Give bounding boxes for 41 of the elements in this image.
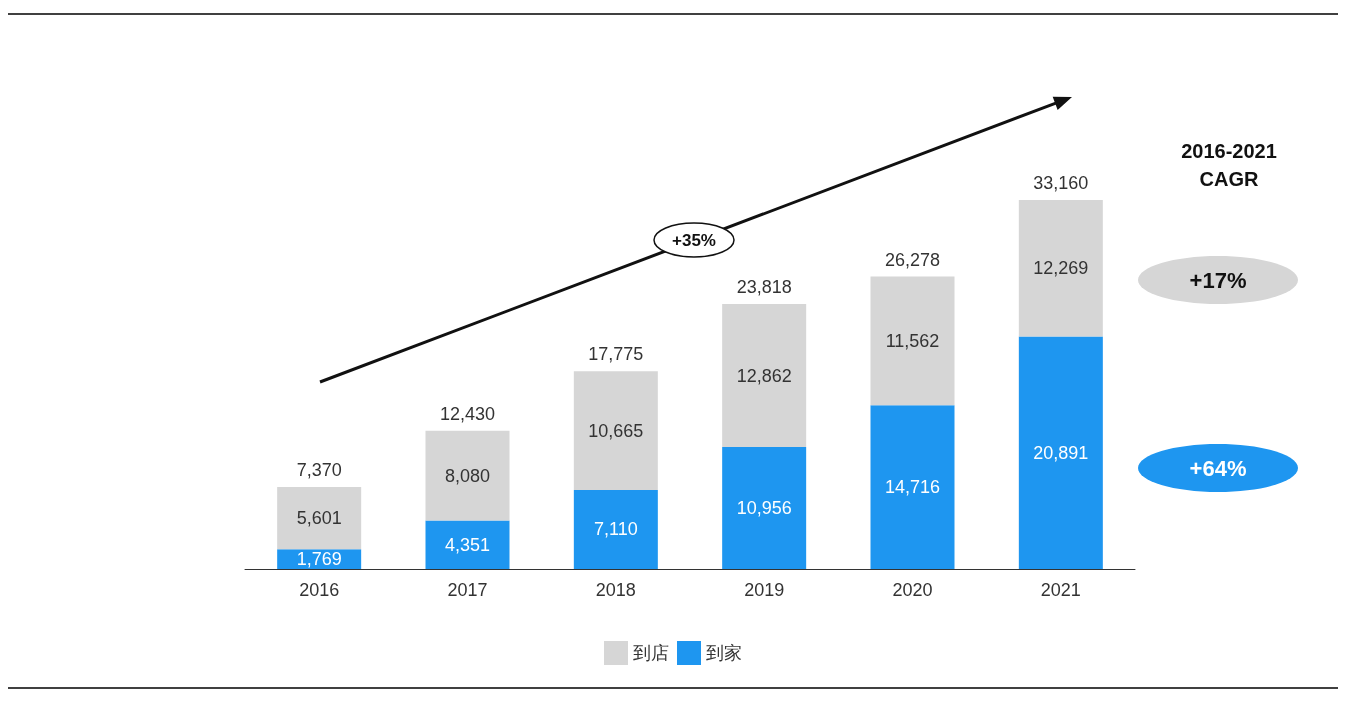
data-label: 10,665 <box>588 420 644 441</box>
bar <box>277 486 362 550</box>
total-label: 23,818 <box>736 276 792 297</box>
data-label: 14,716 <box>884 477 941 498</box>
legend-label: 到店 <box>633 643 669 663</box>
annotation: +35% <box>672 231 716 250</box>
bar <box>573 489 658 569</box>
data-label: 20,891 <box>1033 442 1089 463</box>
total-label: 33,160 <box>1033 173 1089 193</box>
x-tick-label: 2019 <box>744 580 785 600</box>
data-label: 1,769 <box>296 549 342 570</box>
total-label: 17,775 <box>588 344 644 365</box>
data-label: 11,562 <box>885 330 940 351</box>
bar <box>573 371 658 490</box>
total-label: 12,430 <box>439 403 496 424</box>
bar <box>425 520 510 569</box>
data-label: 12,862 <box>736 365 792 386</box>
bar <box>1018 336 1103 569</box>
bar <box>425 430 510 521</box>
bar <box>870 276 955 406</box>
bar <box>722 303 807 448</box>
x-tick-label: 2020 <box>892 580 933 600</box>
total-label: 26,278 <box>884 249 941 270</box>
text: +64% <box>1189 455 1247 481</box>
x-tick-label: 2021 <box>1040 580 1081 600</box>
x-tick-label: 2018 <box>595 580 636 600</box>
bar <box>722 447 807 569</box>
data-label: 12,269 <box>1033 258 1089 279</box>
bar <box>1018 200 1103 337</box>
text: +17% <box>1189 267 1247 293</box>
x-tick-label: 2016 <box>299 580 340 600</box>
data-label: 4,351 <box>444 534 491 555</box>
data-label: 5,601 <box>296 508 342 529</box>
bar <box>870 405 955 569</box>
data-label: 7,110 <box>593 519 638 540</box>
data-label: 10,956 <box>736 498 792 519</box>
total-label: 7,370 <box>296 459 342 480</box>
legend-label: 到家 <box>706 643 742 663</box>
data-label: 8,080 <box>444 465 491 486</box>
text: 2016-2021 CAGR <box>1181 140 1277 190</box>
x-tick-label: 2017 <box>447 580 488 600</box>
